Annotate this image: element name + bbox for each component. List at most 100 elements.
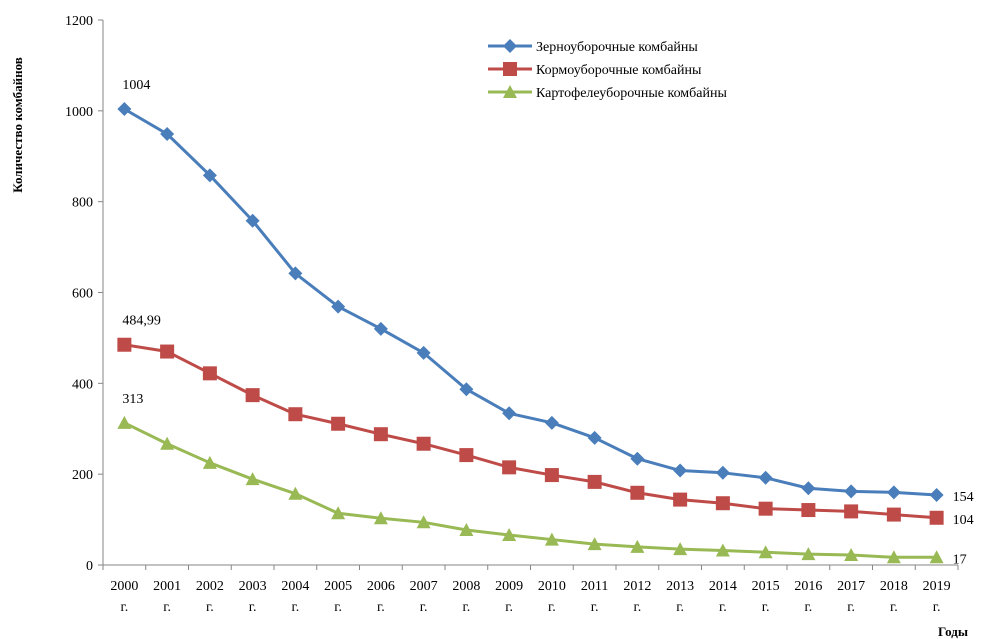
x-tick-label: 2004 г. — [281, 579, 309, 615]
data-label: 104 — [953, 513, 974, 528]
data-point — [886, 485, 901, 500]
data-point — [587, 430, 602, 445]
data-point — [844, 548, 859, 562]
data-point — [416, 436, 431, 451]
series-3 — [117, 415, 944, 564]
data-point — [459, 448, 474, 463]
x-tick-label: 2007 г. — [410, 579, 438, 615]
series-2 — [117, 337, 944, 525]
y-tick-label: 200 — [72, 468, 93, 483]
data-point — [715, 465, 730, 480]
data-point — [245, 472, 260, 486]
data-point — [202, 455, 217, 469]
data-point — [630, 539, 645, 553]
data-point — [886, 507, 901, 522]
data-point — [801, 503, 816, 518]
data-point — [117, 102, 132, 117]
x-tick-label: 2001 г. — [153, 579, 181, 615]
data-point — [502, 460, 517, 475]
series-line — [123, 421, 937, 559]
data-point — [160, 436, 175, 450]
data-label: 1004 — [122, 78, 150, 93]
data-point — [801, 481, 816, 496]
data-point — [801, 547, 816, 561]
y-axis-title: Количество комбайнов — [10, 57, 25, 193]
data-point — [331, 416, 346, 431]
data-label: 313 — [122, 392, 143, 407]
legend-label: Кормоуборочные комбайны — [536, 63, 702, 78]
data-point — [459, 382, 474, 397]
data-point — [459, 523, 474, 537]
data-point — [202, 168, 217, 183]
data-point — [544, 532, 559, 546]
data-point — [416, 345, 431, 360]
x-tick-label: 2008 г. — [452, 579, 480, 615]
data-point — [758, 501, 773, 516]
data-point — [331, 299, 346, 314]
data-point — [844, 484, 859, 499]
legend-label: Картофелеуборочные комбайны — [536, 86, 727, 101]
data-point — [929, 510, 944, 525]
data-point — [673, 492, 688, 507]
legend-label: Зерноуборочные комбайны — [536, 40, 698, 55]
data-label: 484,99 — [122, 314, 161, 329]
legend: Зерноуборочные комбайны Кормоуборочные ко… — [488, 39, 727, 101]
data-point — [673, 542, 688, 556]
x-tick-label: 2005 г. — [324, 579, 352, 615]
data-point — [373, 321, 388, 336]
data-label: 17 — [953, 552, 967, 567]
series-line — [124, 343, 937, 520]
data-labels: 1004 154 484,99 104 313 17 — [122, 78, 973, 567]
data-point — [630, 451, 645, 466]
x-tick-label: 2013 г. — [666, 579, 694, 615]
y-tick-label: 800 — [72, 196, 93, 211]
data-point — [416, 515, 431, 529]
x-tick-label: 2003 г. — [239, 579, 267, 615]
y-tick-label: 1000 — [65, 105, 93, 120]
x-tick-label: 2012 г. — [623, 579, 651, 615]
data-point — [673, 463, 688, 478]
data-point — [117, 337, 132, 352]
data-point — [886, 550, 901, 564]
data-point — [245, 388, 260, 403]
legend-entry: Кормоуборочные комбайны — [488, 62, 702, 78]
data-point — [373, 427, 388, 442]
data-point — [160, 126, 175, 141]
data-point — [373, 511, 388, 525]
data-point — [202, 366, 217, 381]
data-point — [160, 344, 175, 359]
x-tick-label: 2019 г. — [923, 579, 951, 615]
x-tick-label: 2011 г. — [581, 579, 608, 615]
x-tick-label: 2010 г. — [538, 579, 566, 615]
legend-marker — [503, 39, 517, 53]
data-point — [587, 474, 602, 489]
y-tick-label: 400 — [72, 377, 93, 392]
data-point — [929, 550, 944, 564]
y-tick-label: 1200 — [65, 14, 93, 29]
data-point — [715, 543, 730, 557]
series-layer — [117, 102, 944, 564]
data-point — [331, 506, 346, 520]
data-point — [758, 470, 773, 485]
legend-entry: Картофелеуборочные комбайны — [488, 85, 727, 101]
series-1 — [117, 102, 944, 503]
data-point — [929, 488, 944, 503]
data-point — [544, 468, 559, 483]
x-tick-label: 2016 г. — [794, 579, 822, 615]
data-point — [288, 486, 303, 500]
data-point — [288, 266, 303, 281]
x-tick-label: 2000 г. — [110, 579, 138, 615]
data-point — [630, 485, 645, 500]
data-point — [502, 528, 517, 542]
data-point — [587, 537, 602, 551]
x-tick-label: 2009 г. — [495, 579, 523, 615]
series-line — [123, 107, 937, 497]
data-point — [245, 213, 260, 228]
legend-marker — [503, 62, 517, 76]
data-point — [844, 504, 859, 519]
y-tick-label: 0 — [86, 559, 93, 574]
data-point — [288, 407, 303, 422]
y-tick-label: 600 — [72, 287, 93, 302]
x-axis-title: Годы — [938, 624, 968, 639]
